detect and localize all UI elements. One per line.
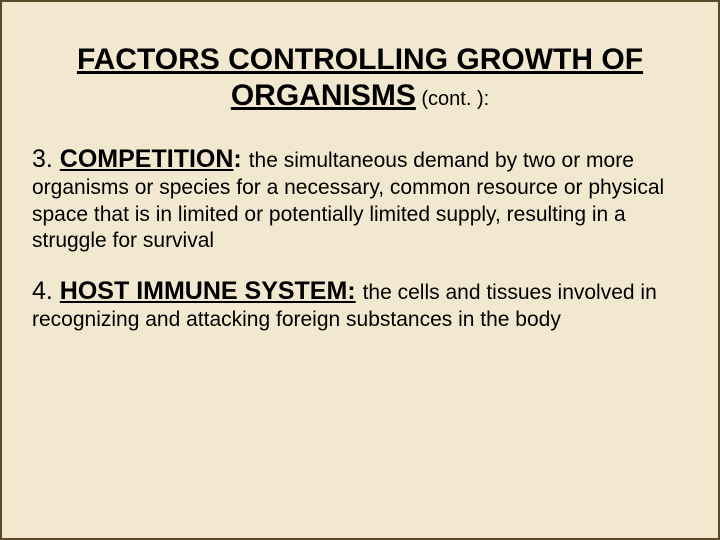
item-heading: HOST IMMUNE SYSTEM: (60, 277, 356, 305)
item-heading: COMPETITION (60, 145, 234, 173)
list-item: 3. COMPETITION: the simultaneous demand … (32, 144, 688, 254)
slide-container: FACTORS CONTROLLING GROWTH OF ORGANISMS … (2, 2, 718, 538)
list-item: 4. HOST IMMUNE SYSTEM: the cells and tis… (32, 276, 688, 334)
title-suffix: (cont. ): (416, 88, 489, 110)
title-main: FACTORS CONTROLLING GROWTH OF ORGANISMS (77, 43, 643, 112)
item-colon (356, 277, 363, 305)
item-colon: : (233, 145, 248, 173)
slide-title: FACTORS CONTROLLING GROWTH OF ORGANISMS … (32, 42, 688, 114)
item-number: 4. (32, 277, 60, 305)
item-number: 3. (32, 145, 60, 173)
